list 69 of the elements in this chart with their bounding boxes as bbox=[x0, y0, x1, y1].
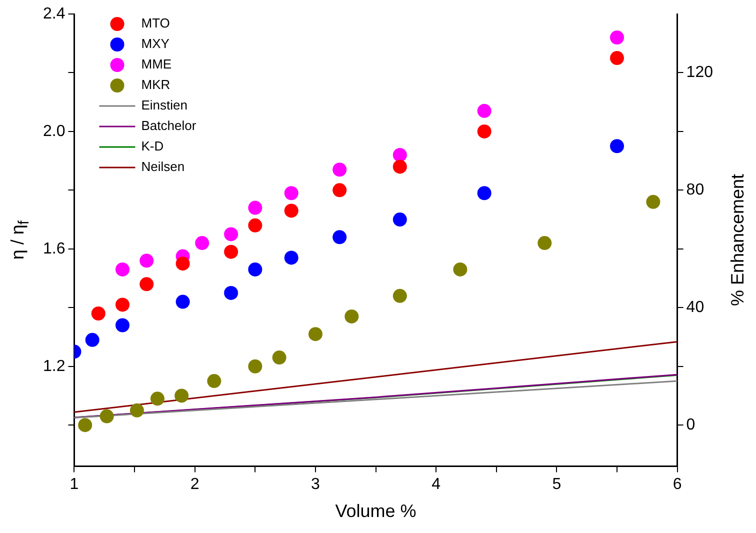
point bbox=[284, 250, 298, 265]
point bbox=[100, 409, 114, 424]
point bbox=[344, 309, 359, 324]
point bbox=[150, 392, 164, 406]
point bbox=[176, 256, 190, 271]
point bbox=[538, 236, 552, 250]
point bbox=[392, 288, 407, 303]
point bbox=[248, 359, 262, 374]
point bbox=[78, 418, 92, 432]
y-tick-label: 2.0 bbox=[42, 122, 66, 140]
legend-label: Batchelor bbox=[141, 118, 197, 134]
point bbox=[174, 388, 189, 403]
point bbox=[332, 183, 347, 198]
point bbox=[392, 212, 407, 227]
point bbox=[115, 262, 130, 276]
legend-label: MXY bbox=[141, 36, 170, 52]
y-tick-label: 1.6 bbox=[42, 240, 66, 258]
y2-tick-label: 40 bbox=[686, 299, 704, 316]
point bbox=[224, 286, 238, 300]
point bbox=[284, 186, 298, 200]
point bbox=[91, 306, 106, 321]
point bbox=[610, 139, 624, 154]
y2-tick-label: 80 bbox=[686, 182, 704, 199]
point bbox=[224, 244, 238, 259]
legend-label: Einstien bbox=[141, 98, 188, 113]
y2-tick-label: 120 bbox=[686, 64, 714, 82]
point bbox=[248, 218, 262, 232]
legend-label: Neilsen bbox=[141, 159, 185, 174]
point bbox=[392, 160, 407, 174]
point bbox=[332, 162, 347, 177]
point bbox=[115, 298, 130, 312]
point bbox=[392, 148, 407, 162]
point bbox=[477, 124, 492, 138]
point bbox=[248, 200, 262, 215]
point bbox=[272, 350, 286, 365]
x-tick-label: 4 bbox=[432, 476, 441, 494]
x-tick-label: 1 bbox=[70, 476, 79, 494]
point bbox=[453, 262, 468, 276]
point bbox=[130, 403, 144, 418]
point bbox=[85, 332, 100, 347]
point bbox=[176, 294, 190, 309]
point bbox=[477, 186, 492, 200]
point bbox=[332, 230, 347, 244]
legend-label: MTO bbox=[141, 16, 170, 31]
point bbox=[140, 277, 154, 292]
point bbox=[477, 104, 492, 118]
y-tick-label: 2.4 bbox=[42, 5, 66, 22]
point bbox=[308, 327, 322, 342]
y-tick-label: 1.2 bbox=[42, 358, 66, 375]
point bbox=[248, 262, 262, 276]
x-tick-label: 5 bbox=[552, 476, 562, 494]
point bbox=[610, 51, 624, 66]
x-axis-title: Volume % bbox=[335, 501, 416, 522]
point bbox=[646, 194, 660, 209]
legend-label: MME bbox=[141, 56, 172, 72]
legend-label: K-D bbox=[141, 138, 164, 154]
x-tick-label: 3 bbox=[311, 476, 320, 494]
legend-label: MKR bbox=[141, 77, 170, 92]
y2-axis-title: % Enhancement bbox=[728, 174, 748, 306]
point bbox=[115, 318, 130, 332]
point bbox=[284, 204, 298, 218]
x-tick-label: 2 bbox=[190, 476, 200, 494]
x-tick-label: 6 bbox=[672, 476, 682, 494]
point bbox=[207, 374, 222, 388]
point bbox=[224, 227, 238, 242]
point bbox=[195, 236, 210, 250]
point bbox=[610, 30, 624, 44]
point bbox=[140, 254, 154, 268]
y2-tick-label: 0 bbox=[686, 416, 696, 434]
